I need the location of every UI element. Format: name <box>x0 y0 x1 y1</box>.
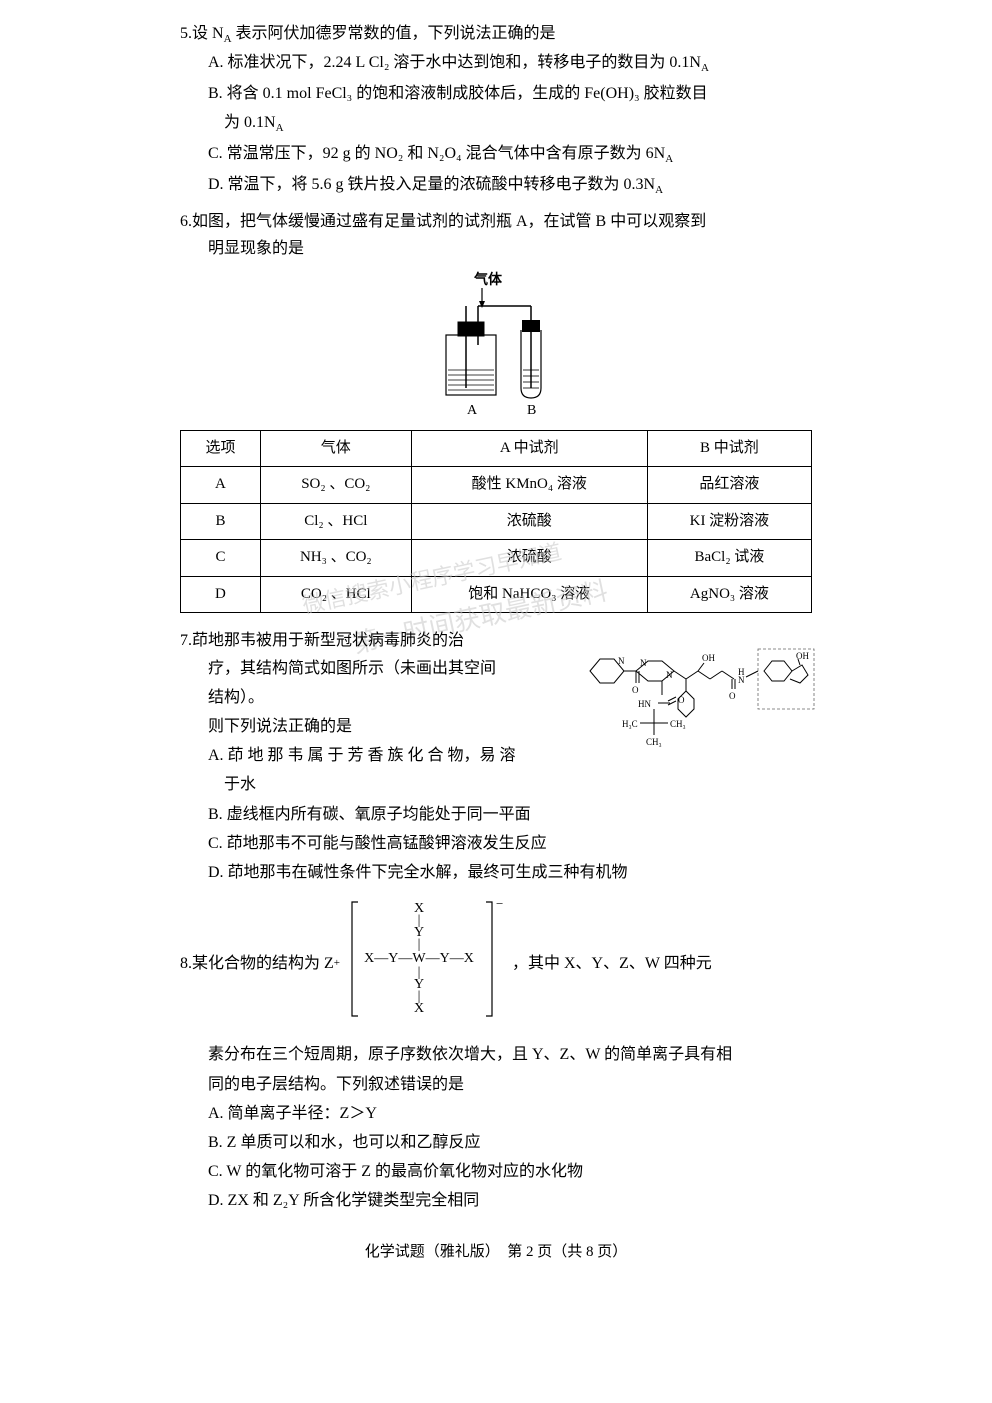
q8-body2: 同的电子层结构。下列叙述错误的是 <box>208 1071 812 1098</box>
molecule-svg: N O N N OH O H N <box>582 631 822 771</box>
svg-text:O: O <box>729 691 736 701</box>
q8-opt-a: A. 简单离子半径：Z＞Y <box>208 1100 812 1127</box>
q7-opt-b: B. 虚线框内所有碳、氧原子均能处于同一平面 <box>208 801 812 828</box>
q6-stem2: 明显现象的是 <box>208 235 812 262</box>
q8-opt-c: C. W 的氧化物可溶于 Z 的最高价氧化物对应的水化物 <box>208 1158 812 1185</box>
apparatus-label-a: A <box>467 403 478 418</box>
q7-opt-d: D. 茚地那韦在碱性条件下完全水解，最终可生成三种有机物 <box>208 859 812 886</box>
svg-text:HN: HN <box>638 699 651 709</box>
svg-text:O: O <box>632 685 639 695</box>
q5-options: A. 标准状况下，2.24 L Cl₂ 溶于水中达到饱和，转移电子的数目为 0.… <box>180 49 812 200</box>
question-6: 6.如图，把气体缓慢通过盛有足量试剂的试剂瓶 A，在试管 B 中可以观察到 明显… <box>180 208 812 614</box>
question-5: 5.设 NA 表示阿伏加德罗常数的值，下列说法正确的是 A. 标准状况下，2.2… <box>180 20 812 200</box>
svg-text:N: N <box>618 656 625 666</box>
svg-text:X: X <box>414 1001 424 1016</box>
q6-num: 6. <box>180 213 192 230</box>
svg-text:|: | <box>418 937 421 952</box>
svg-text:CH₃: CH₃ <box>646 737 662 747</box>
th-1: 气体 <box>260 430 411 467</box>
q6-table-wrap: 微信搜索小程序学习早知道 第一时间获取最新资料 选项 气体 A 中试剂 B 中试… <box>180 430 812 614</box>
q6-stem1: 如图，把气体缓慢通过盛有足量试剂的试剂瓶 A，在试管 B 中可以观察到 <box>192 213 706 230</box>
q6-stem2-wrap: 明显现象的是 <box>180 235 812 262</box>
table-row: B Cl₂ 、HCl 浓硫酸 KI 淀粉溶液 <box>181 503 812 540</box>
q8-body1: 素分布在三个短周期，原子序数依次增大，且 Y、Z、W 的简单离子具有相 <box>208 1041 812 1068</box>
svg-text:H₃C: H₃C <box>622 719 638 729</box>
q7-opt-c: C. 茚地那韦不可能与酸性高锰酸钾溶液发生反应 <box>208 830 812 857</box>
q8-opt-b: B. Z 单质可以和水，也可以和乙醇反应 <box>208 1129 812 1156</box>
table-row: D CO₂ 、HCl 饱和 NaHCO₃ 溶液 AgNO₃ 溶液 <box>181 576 812 613</box>
th-0: 选项 <box>181 430 261 467</box>
apparatus-svg: 气体 <box>406 270 586 420</box>
q5-stem-a: 设 N <box>192 25 224 42</box>
q5-opt-c: C. 常温常压下，92 g 的 NO₂ 和 N₂O₄ 混合气体中含有原子数为 6… <box>208 140 812 169</box>
svg-text:N: N <box>738 675 745 685</box>
q8-formula-line: 8. 某化合物的结构为 Z+ − X | Y | X—Y—W—Y—X | Y |… <box>180 894 812 1033</box>
q5-opt-b1: B. 将含 0.1 mol FeCl₃ 的饱和溶液制成胶体后，生成的 Fe(OH… <box>208 80 812 107</box>
question-7: N O N N OH O H N <box>180 627 812 886</box>
apparatus-label-b: B <box>527 403 536 418</box>
q8-stem-pre: 某化合物的结构为 Z <box>192 950 334 977</box>
q5-opt-d: D. 常温下，将 5.6 g 铁片投入足量的浓硫酸中转移电子数为 0.3NA <box>208 171 812 200</box>
q8-num: 8. <box>180 950 192 977</box>
th-3: B 中试剂 <box>647 430 811 467</box>
gas-label-text: 气体 <box>473 271 503 288</box>
q5-opt-b2: 为 0.1NA <box>208 109 812 138</box>
q7-num: 7. <box>180 632 192 649</box>
page-footer: 化学试题（雅礼版） 第 2 页（共 8 页） <box>180 1240 812 1266</box>
table-row: C NH₃ 、CO₂ 浓硫酸 BaCl₂ 试液 <box>181 540 812 577</box>
bracket-svg: − X | Y | X—Y—W—Y—X | Y | X <box>346 894 506 1024</box>
q7-opt-a2: 于水 <box>208 771 812 798</box>
svg-text:X—Y—W—Y—X: X—Y—W—Y—X <box>364 951 474 966</box>
q5-stem-sub: A <box>224 33 232 45</box>
q5-stem-b: 表示阿伏加德罗常数的值，下列说法正确的是 <box>232 25 556 42</box>
svg-text:N: N <box>640 658 647 668</box>
table-header-row: 选项 气体 A 中试剂 B 中试剂 <box>181 430 812 467</box>
q8-opt-d: D. ZX 和 Z₂Y 所含化学键类型完全相同 <box>208 1187 812 1214</box>
q8-body: 素分布在三个短周期，原子序数依次增大，且 Y、Z、W 的简单离子具有相 同的电子… <box>180 1041 812 1214</box>
q8-stem-post: ，其中 X、Y、Z、W 四种元 <box>512 950 712 977</box>
q7-molecule: N O N N OH O H N <box>582 631 822 771</box>
q5-num: 5. <box>180 25 192 42</box>
th-2: A 中试剂 <box>411 430 647 467</box>
svg-text:−: − <box>496 896 503 911</box>
svg-text:CH₃: CH₃ <box>670 719 686 729</box>
table-row: A SO₂ 、CO₂ 酸性 KMnO₄ 溶液 品红溶液 <box>181 467 812 504</box>
q5-opt-a: A. 标准状况下，2.24 L Cl₂ 溶于水中达到饱和，转移电子的数目为 0.… <box>208 49 812 78</box>
svg-text:OH: OH <box>702 653 715 663</box>
svg-text:O: O <box>678 695 685 705</box>
q6-apparatus: 气体 <box>180 270 812 420</box>
q8-bracket-structure: − X | Y | X—Y—W—Y—X | Y | X <box>346 894 506 1033</box>
question-8: 8. 某化合物的结构为 Z+ − X | Y | X—Y—W—Y—X | Y |… <box>180 894 812 1214</box>
q6-table: 选项 气体 A 中试剂 B 中试剂 A SO₂ 、CO₂ 酸性 KMnO₄ 溶液… <box>180 430 812 614</box>
svg-text:N: N <box>666 670 673 680</box>
